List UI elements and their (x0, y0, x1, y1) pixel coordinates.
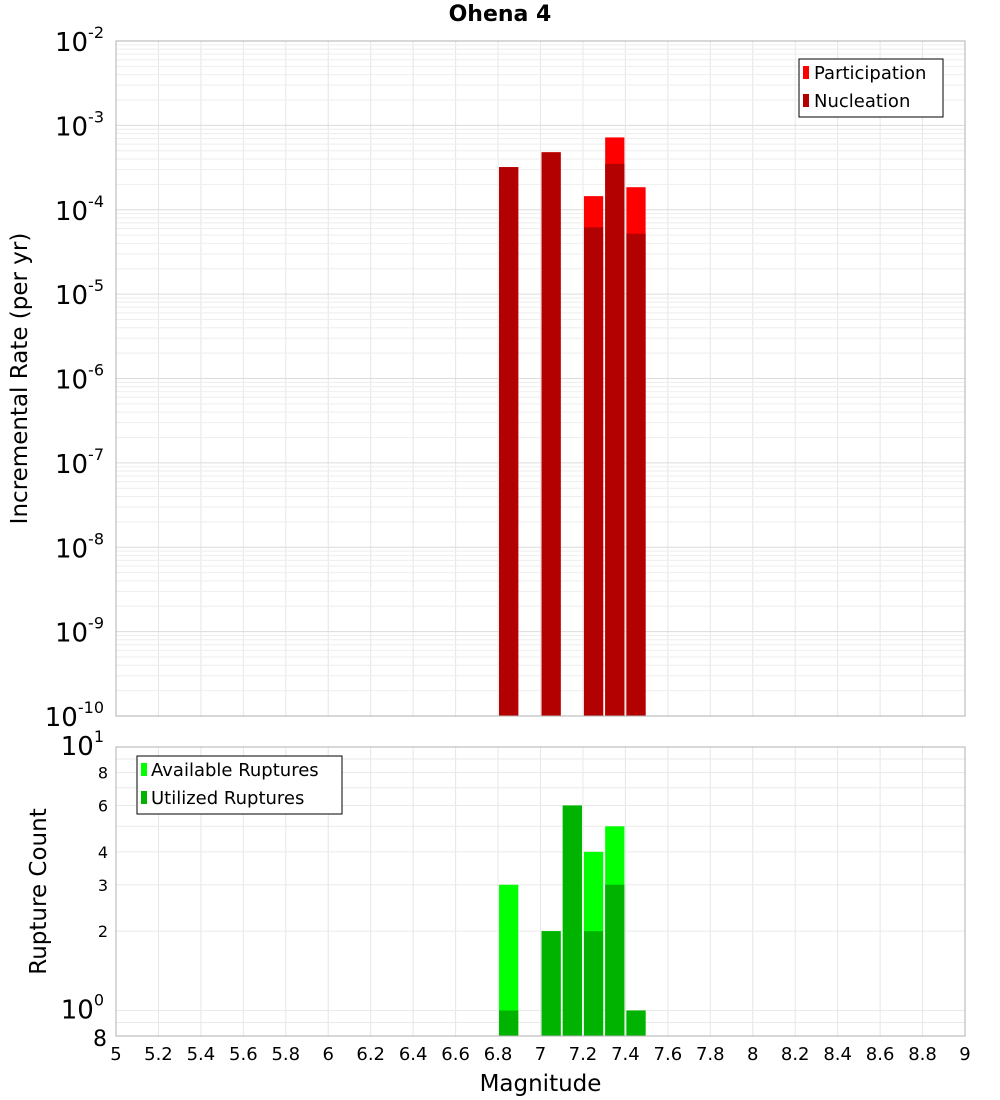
x-tick-label: 8.4 (823, 1044, 852, 1065)
x-tick-label: 7.4 (611, 1044, 640, 1065)
legend-swatch-participation (803, 66, 809, 79)
y-tick-label: 4 (98, 843, 108, 862)
x-tick-label: 8 (747, 1044, 758, 1065)
y-tick-label: 10-5 (55, 276, 104, 311)
y-axis-label: Rupture Count (26, 808, 52, 974)
x-tick-label: 5.6 (229, 1044, 258, 1065)
y-tick-label: 10-4 (55, 192, 104, 227)
y-tick-label: 2 (98, 922, 108, 941)
legend-label-participation: Participation (814, 63, 926, 84)
x-tick-label: 7 (535, 1044, 546, 1065)
y-tick-label: 10-7 (55, 445, 104, 480)
nucleation-bar (605, 163, 625, 717)
utilized-ruptures-bar (583, 931, 604, 1036)
legend-swatch-utilized (141, 791, 147, 804)
x-tick-label: 5 (110, 1044, 121, 1065)
x-tick-label: 6.4 (399, 1044, 428, 1065)
y-tick-label: 10-10 (45, 698, 104, 733)
x-axis-label: Magnitude (480, 1071, 602, 1097)
x-tick-label: 9 (959, 1044, 970, 1065)
y-tick-label: 8 (93, 1027, 107, 1052)
x-tick-label: 8.8 (908, 1044, 937, 1065)
plot-border (115, 40, 966, 717)
legend-label-utilized: Utilized Ruptures (151, 788, 304, 809)
utilized-ruptures-bar (499, 1010, 519, 1036)
y-tick-label: 10-9 (55, 614, 104, 649)
nucleation-bar (583, 227, 604, 716)
y-tick-label: 10-2 (55, 23, 104, 58)
nucleation-bar (541, 152, 561, 716)
nucleation-bar (626, 233, 646, 716)
x-tick-label: 6.8 (484, 1044, 513, 1065)
legend-box (798, 58, 944, 118)
legend: Available Ruptures Utilized Ruptures (136, 755, 343, 815)
utilized-ruptures-bar (605, 884, 625, 1036)
x-tick-label: 6.2 (356, 1044, 385, 1065)
x-tick-label: 8.6 (866, 1044, 895, 1065)
y-tick-label: 10-3 (55, 107, 104, 142)
x-tick-label: 7.8 (696, 1044, 725, 1065)
x-tick-label: 5.4 (187, 1044, 216, 1065)
x-tick-label: 6.6 (441, 1044, 470, 1065)
x-tick-label: 5.2 (144, 1044, 173, 1065)
y-tick-label: 6 (98, 796, 108, 815)
nucleation-bar (499, 167, 519, 716)
y-tick-label: 8 (98, 764, 108, 783)
legend-label-nucleation: Nucleation (814, 91, 910, 112)
x-tick-label: 6 (323, 1044, 334, 1065)
legend: Participation Nucleation (798, 58, 944, 118)
available-ruptures-bar (499, 884, 519, 1036)
utilized-ruptures-bar (562, 805, 582, 1036)
x-tick-label: 7.6 (654, 1044, 683, 1065)
legend-box (136, 755, 343, 815)
x-tick-label: 5.8 (271, 1044, 300, 1065)
y-tick-label: 101 (61, 727, 104, 762)
y-tick-label: 10-6 (55, 361, 104, 396)
rate-panel: 10-10 10-9 10-8 10-7 10-6 10-5 10-4 10-3 10-2 Inc… (7, 23, 966, 733)
x-tick-label: 7.2 (569, 1044, 598, 1065)
y-axis-label: Incremental Rate (per yr) (7, 233, 33, 525)
utilized-ruptures-bar (541, 931, 561, 1036)
chart-title: Ohena 4 (448, 2, 552, 27)
legend-label-available: Available Ruptures (151, 760, 319, 781)
y-tick-label: 100 (61, 990, 104, 1025)
legend-swatch-available (141, 763, 147, 776)
y-tick-label: 10-8 (55, 529, 104, 564)
legend-swatch-nucleation (803, 94, 809, 107)
plot-border (115, 746, 966, 1037)
x-tick-label: 8.2 (781, 1044, 810, 1065)
y-tick-label: 3 (98, 876, 108, 895)
utilized-ruptures-bar (626, 1010, 646, 1036)
